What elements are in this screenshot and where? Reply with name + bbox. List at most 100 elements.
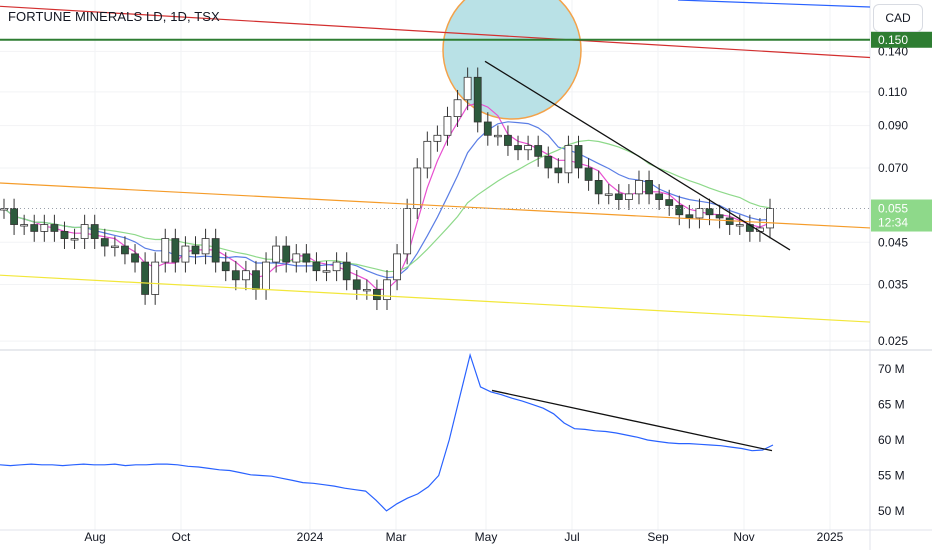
level-badge [871, 31, 932, 48]
last-price-badge [871, 199, 932, 232]
candle-body [131, 253, 139, 263]
volume-tick-label: 60 M [878, 433, 905, 447]
candle-body [766, 208, 774, 229]
candle-body [554, 167, 563, 174]
ma-blue-line [3, 121, 771, 279]
candle-body [10, 208, 18, 225]
currency-button[interactable]: CAD [873, 4, 923, 32]
yellow-trend-line [0, 274, 871, 323]
candle-body [574, 145, 583, 169]
candle-body [473, 76, 482, 123]
volume-tick-label: 70 M [878, 362, 905, 376]
candle-body [272, 245, 281, 263]
candle-body [191, 245, 200, 255]
candle-body [564, 145, 573, 174]
trend-lines [0, 0, 871, 323]
candle-body [322, 270, 331, 273]
ma-magenta-line [3, 102, 771, 290]
candle-body [433, 134, 442, 142]
candle-body [715, 214, 724, 219]
volume-tick-label: 65 M [878, 398, 905, 412]
candle-body [655, 193, 664, 200]
candle-body [282, 245, 291, 263]
candle-body [121, 245, 129, 255]
candle-body [614, 193, 623, 200]
candle-body [80, 224, 89, 239]
volume-line [0, 352, 774, 512]
candle-body [30, 224, 39, 232]
candle-body [584, 167, 593, 181]
candle-body [504, 134, 512, 146]
last-price-label: 0.055 [878, 202, 908, 216]
candle-body [231, 270, 240, 281]
candle-body [332, 261, 341, 272]
orange-trend-line [0, 182, 871, 229]
candle-body [524, 145, 533, 151]
candle-body [50, 224, 59, 232]
price-tick-label: 0.110 [878, 85, 907, 99]
candle-body [181, 245, 190, 263]
time-tick-label: Nov [733, 530, 754, 544]
candle-body [292, 253, 301, 263]
candle-body [40, 224, 49, 232]
candle-body [362, 289, 371, 292]
blue-trend-line [677, 0, 871, 8]
candle-body [262, 261, 270, 290]
time-tick-label: Oct [172, 530, 191, 544]
candle-body [514, 145, 522, 151]
candle-body [735, 224, 744, 227]
moving-averages [3, 102, 771, 290]
volume-tick-label: 50 M [878, 504, 905, 518]
candle-body [352, 279, 361, 290]
candle-body [483, 121, 492, 136]
time-tick-label: Sep [647, 530, 669, 544]
candle-body [373, 289, 381, 301]
candle-body [423, 140, 432, 169]
candle-body [665, 199, 674, 206]
candle-body [201, 238, 210, 255]
candle-body [252, 270, 260, 290]
candle-body [493, 134, 502, 138]
price-tick-label: 0.090 [878, 119, 908, 133]
time-tick-label: May [475, 530, 498, 544]
candle-body [383, 279, 391, 301]
price-tick-label: 0.045 [878, 235, 908, 249]
candle-body [645, 180, 653, 195]
candle-body [463, 76, 472, 101]
candle-body [90, 224, 99, 239]
candle-body [604, 193, 613, 196]
candle-body [171, 238, 180, 263]
candle-body [241, 270, 250, 281]
volume-tick-label: 55 M [878, 468, 905, 482]
candle-body [110, 245, 119, 248]
candle-body [302, 253, 311, 263]
candle-body [161, 238, 170, 263]
candle-body [221, 261, 230, 272]
time-tick-label: 2025 [817, 530, 844, 544]
time-tick-label: Jul [564, 530, 579, 544]
countdown-label: 12:34 [878, 216, 908, 230]
candle-body [393, 253, 401, 281]
candle-body [151, 261, 160, 295]
candle-body [70, 238, 79, 241]
candle-body [20, 224, 29, 227]
candle-body [453, 99, 462, 117]
axes: 0.140 0.110 0.090 0.070 0.045 0.035 0.025 70 M 6… [84, 31, 932, 544]
time-tick-label: 2024 [297, 530, 324, 544]
candle-body [685, 214, 694, 219]
price-tick-label: 0.070 [878, 161, 908, 175]
price-tick-label: 0.025 [878, 334, 908, 348]
candle-body [705, 208, 714, 216]
candle-body [635, 180, 643, 195]
candle-body [675, 205, 684, 216]
candle-body [544, 155, 553, 169]
candle-body [100, 238, 109, 247]
volume-trend-line [491, 389, 773, 452]
candle-body [534, 145, 543, 157]
red-trend-line [0, 5, 871, 59]
chart-title: FORTUNE MINERALS LD, 1D, TSX [8, 9, 220, 24]
black-trend-line [484, 60, 791, 251]
price-tick-label: 0.035 [878, 278, 908, 292]
candle-body [60, 231, 69, 239]
